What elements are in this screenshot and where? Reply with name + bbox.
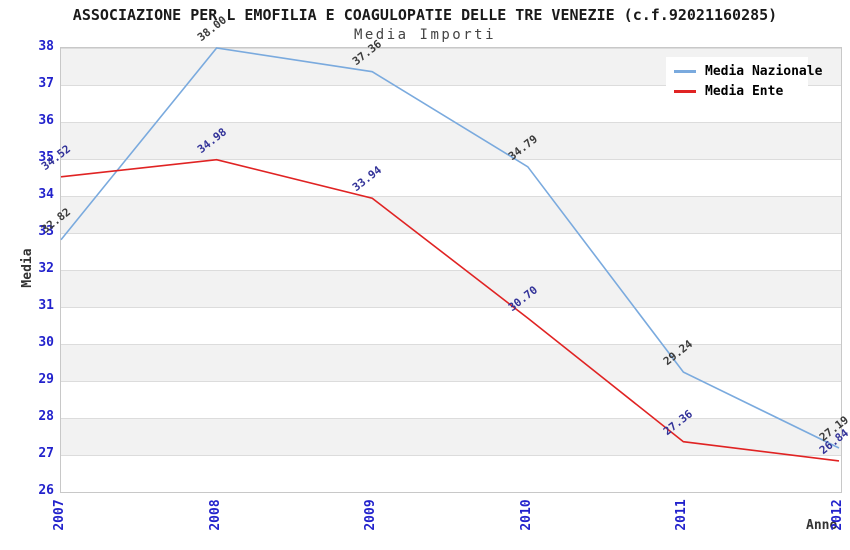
legend-item-media-nazionale: Media Nazionale bbox=[674, 62, 822, 80]
x-axis-title: Anno bbox=[806, 518, 838, 533]
legend-box: Media Nazionale Media Ente bbox=[666, 57, 822, 103]
chart-subtitle: Media Importi bbox=[353, 27, 497, 43]
y-tick-label: 26 bbox=[38, 483, 54, 498]
x-tick-label: 2010 bbox=[518, 499, 534, 531]
x-tick-label: 2012 bbox=[830, 499, 845, 531]
y-tick-label: 29 bbox=[38, 372, 54, 387]
chart-title: ASSOCIAZIONE PER L EMOFILIA E COAGULOPAT… bbox=[72, 6, 778, 24]
chart-lines bbox=[60, 47, 840, 462]
legend-label: Media Nazionale bbox=[705, 63, 823, 79]
y-tick-label: 38 bbox=[38, 39, 54, 54]
x-tick-label: 2009 bbox=[363, 499, 379, 531]
y-tick-label: 36 bbox=[38, 113, 54, 128]
y-tick-label: 30 bbox=[38, 335, 54, 350]
y-tick-label: 28 bbox=[38, 409, 54, 424]
y-tick-label: 27 bbox=[38, 446, 54, 461]
legend-label: Media Ente bbox=[705, 83, 784, 99]
series-line-media-ente bbox=[60, 158, 840, 462]
y-tick-label: 32 bbox=[38, 261, 54, 276]
y-tick-label: 35 bbox=[38, 150, 54, 165]
legend-item-media-ente: Media Ente bbox=[674, 82, 783, 100]
legend-line-swatch bbox=[674, 89, 696, 93]
x-tick-label: 2008 bbox=[207, 499, 223, 531]
legend-line-swatch bbox=[674, 69, 696, 73]
y-tick-label: 37 bbox=[38, 76, 54, 91]
plot-area: 32.82 38.00 37.36 34.79 29.24 27.19 34.52 34.98… bbox=[39, 13, 850, 493]
x-tick-label: 2007 bbox=[52, 499, 67, 531]
x-tick-label: 2011 bbox=[674, 499, 690, 531]
y-tick-label: 34 bbox=[38, 187, 54, 202]
series-line-media-nazionale bbox=[60, 47, 840, 449]
y-tick-label: 31 bbox=[38, 298, 54, 313]
y-tick-label: 33 bbox=[38, 224, 54, 239]
